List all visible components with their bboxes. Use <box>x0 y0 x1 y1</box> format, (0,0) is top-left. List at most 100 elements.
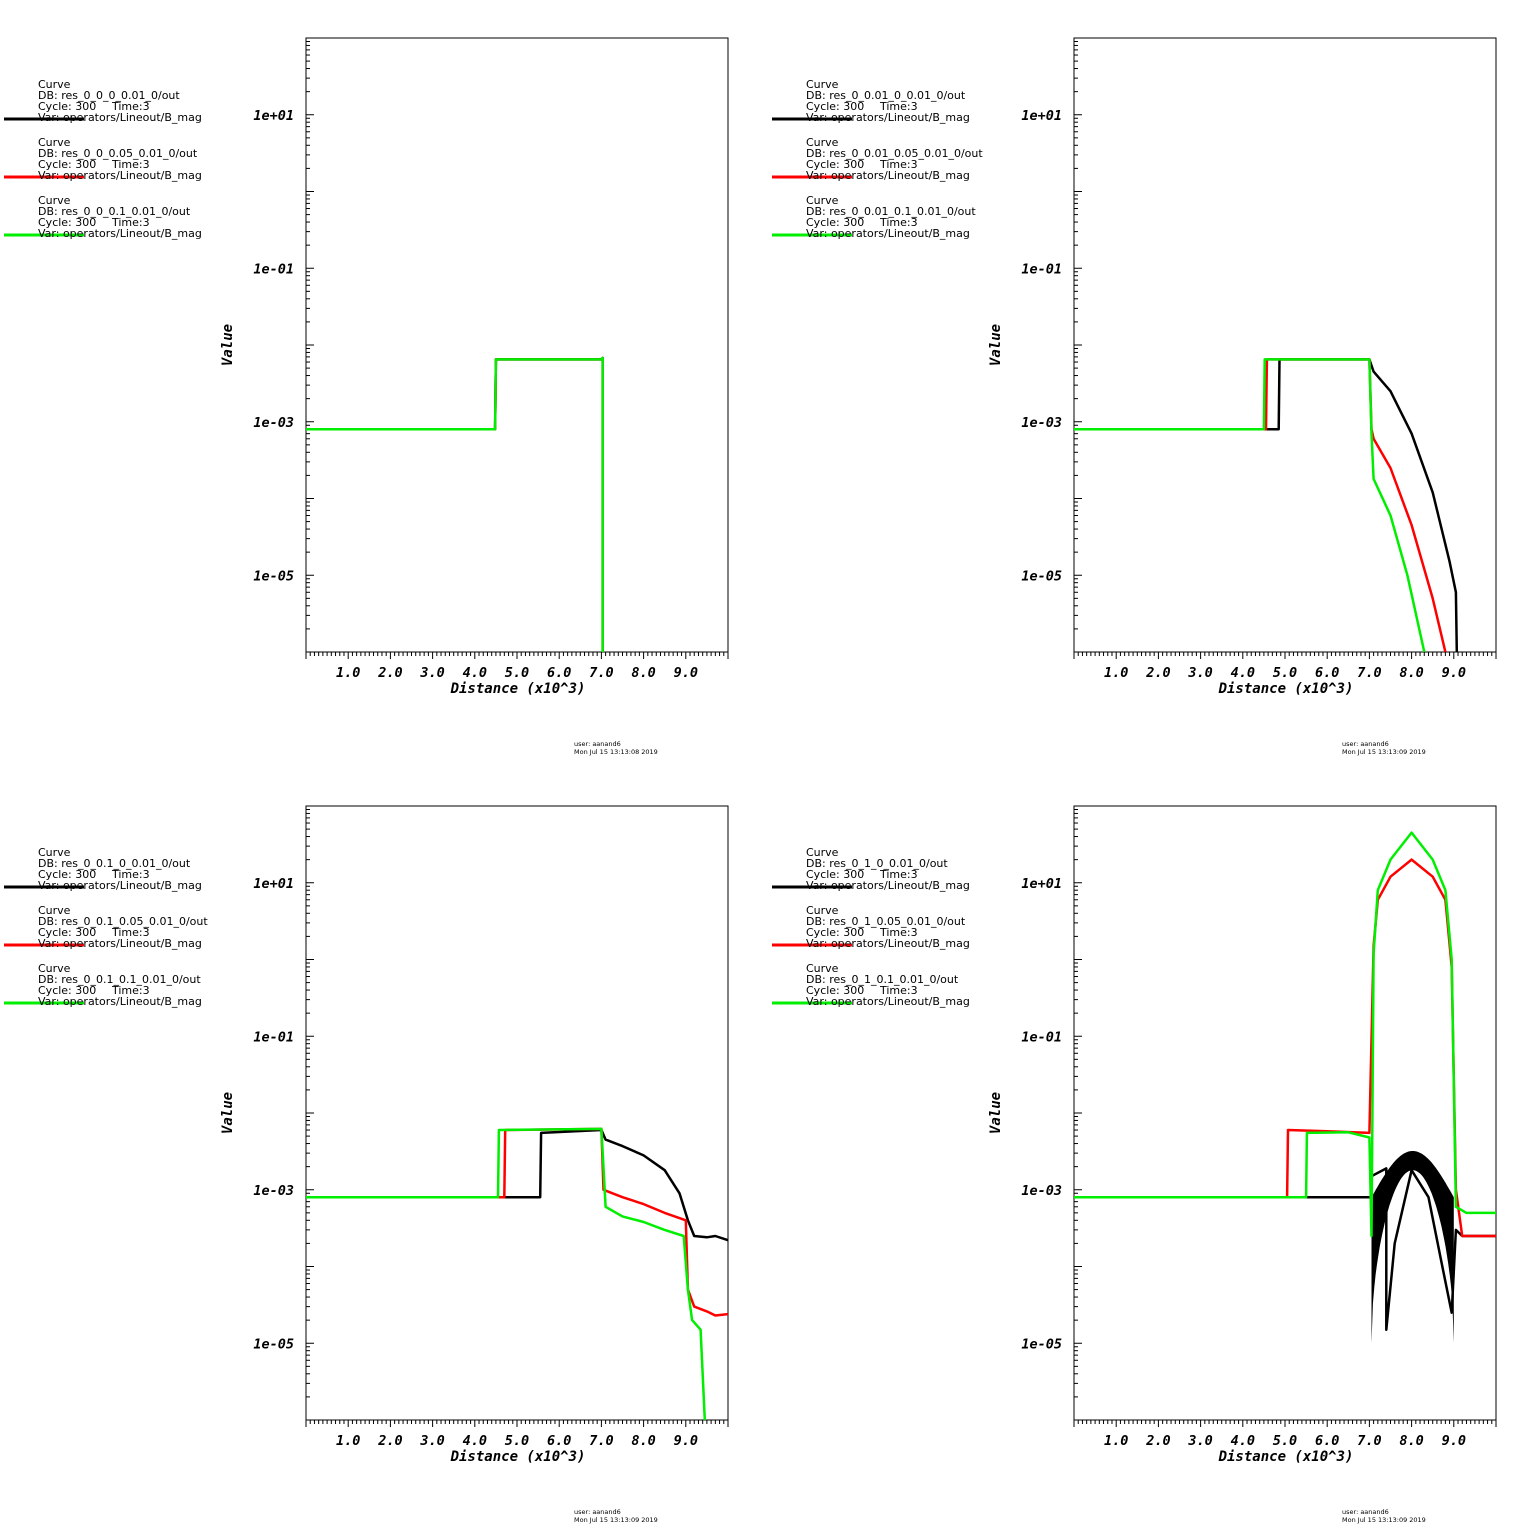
legend-cycle: Cycle: 300 <box>806 926 864 939</box>
x-tick-label: 5.0 <box>505 665 529 681</box>
legend-var: Var: operators/Lineout/B_mag <box>806 227 970 240</box>
legend-var: Var: operators/Lineout/B_mag <box>38 879 202 892</box>
legend-cycle: Cycle: 300 <box>806 100 864 113</box>
footer-user: user: aanand6 <box>574 1508 621 1516</box>
footer-user: user: aanand6 <box>1342 740 1389 748</box>
series-group <box>306 356 604 652</box>
plot-frame <box>1073 805 1497 1421</box>
legend-var: Var: operators/Lineout/B_mag <box>806 169 970 182</box>
legend-time: Time:3 <box>879 868 918 881</box>
legend-db: DB: res_0_0.01_0.05_0.01_0/out <box>806 147 983 160</box>
x-tick-label: 7.0 <box>1357 665 1381 681</box>
legend-title: Curve <box>38 846 71 859</box>
series-line <box>1074 358 1447 652</box>
x-tick-label: 2.0 <box>377 665 402 681</box>
series-line <box>306 356 604 652</box>
legend-var: Var: operators/Lineout/B_mag <box>38 937 202 950</box>
series-line <box>306 356 604 652</box>
legend-cycle: Cycle: 300 <box>38 984 96 997</box>
x-tick-label: 4.0 <box>1231 665 1255 681</box>
y-tick-label: 1e-03 <box>253 1183 294 1199</box>
series-group <box>306 1127 728 1420</box>
x-tick-label: 2.0 <box>1145 1433 1170 1449</box>
x-tick-label: 9.0 <box>1442 1433 1466 1449</box>
legend-cycle: Cycle: 300 <box>38 868 96 881</box>
x-tick-label: 1.0 <box>336 665 360 681</box>
x-tick-label: 6.0 <box>1315 1433 1339 1449</box>
legend-db: DB: res_0_0.01_0.1_0.01_0/out <box>806 205 976 218</box>
footer-date: Mon Jul 15 13:13:09 2019 <box>574 1516 658 1524</box>
x-axis-title: Distance (x10^3) <box>1218 681 1354 697</box>
legend-db: DB: res_0_1_0.05_0.01_0/out <box>806 915 966 928</box>
series-line <box>306 1127 707 1420</box>
series-group <box>1074 358 1459 652</box>
x-tick-label: 6.0 <box>547 1433 571 1449</box>
legend-cycle: Cycle: 300 <box>38 926 96 939</box>
y-axis-title: Value <box>988 1092 1004 1134</box>
y-tick-label: 1e+01 <box>253 108 294 124</box>
legend-time: Time:3 <box>879 926 918 939</box>
y-tick-label: 1e-03 <box>1021 1183 1062 1199</box>
y-tick-label: 1e-05 <box>253 568 294 584</box>
legend-cycle: Cycle: 300 <box>806 868 864 881</box>
x-axis-title: Distance (x10^3) <box>450 681 586 697</box>
footer-date: Mon Jul 15 13:13:09 2019 <box>1342 1516 1426 1524</box>
legend-db: DB: res_0_0.1_0.05_0.01_0/out <box>38 915 208 928</box>
x-tick-label: 4.0 <box>1231 1433 1255 1449</box>
x-tick-label: 5.0 <box>505 1433 529 1449</box>
footer-user: user: aanand6 <box>1342 1508 1389 1516</box>
plot-frame <box>1073 37 1497 653</box>
y-axis-title: Value <box>988 324 1004 366</box>
x-tick-label: 5.0 <box>1273 1433 1297 1449</box>
y-tick-label: 1e-03 <box>253 415 294 431</box>
legend-db: DB: res_0_0_0.05_0.01_0/out <box>38 147 198 160</box>
footer-date: Mon Jul 15 13:13:09 2019 <box>1342 748 1426 756</box>
legend-title: Curve <box>806 962 839 975</box>
y-tick-label: 1e-03 <box>1021 415 1062 431</box>
legend-title: Curve <box>806 846 839 859</box>
x-tick-label: 1.0 <box>1104 665 1128 681</box>
legend-var: Var: operators/Lineout/B_mag <box>38 227 202 240</box>
y-tick-label: 1e-05 <box>1021 568 1062 584</box>
x-tick-label: 7.0 <box>589 665 613 681</box>
y-axis-title: Value <box>220 324 236 366</box>
legend-db: DB: res_0_0.1_0.1_0.01_0/out <box>38 973 201 986</box>
legend-var: Var: operators/Lineout/B_mag <box>38 111 202 124</box>
legend-time: Time:3 <box>879 100 918 113</box>
legend-title: Curve <box>38 78 71 91</box>
y-tick-label: 1e-05 <box>253 1336 294 1352</box>
legend-title: Curve <box>806 194 839 207</box>
legend-title: Curve <box>38 904 71 917</box>
legend-db: DB: res_0_0_0_0.01_0/out <box>38 89 180 102</box>
y-tick-label: 1e+01 <box>1021 876 1062 892</box>
x-tick-label: 4.0 <box>463 665 487 681</box>
y-tick-label: 1e-01 <box>253 261 294 277</box>
x-tick-label: 7.0 <box>1357 1433 1381 1449</box>
x-tick-label: 4.0 <box>463 1433 487 1449</box>
legend-var: Var: operators/Lineout/B_mag <box>806 111 970 124</box>
x-tick-label: 3.0 <box>419 1433 444 1449</box>
legend-db: DB: res_0_0.1_0_0.01_0/out <box>38 857 191 870</box>
series-line <box>306 356 604 652</box>
series-line <box>1074 831 1496 1238</box>
x-tick-label: 6.0 <box>1315 665 1339 681</box>
legend-db: DB: res_0_0.01_0_0.01_0/out <box>806 89 966 102</box>
legend-cycle: Cycle: 300 <box>38 158 96 171</box>
x-axis-title: Distance (x10^3) <box>450 1449 586 1465</box>
legend-title: Curve <box>38 962 71 975</box>
x-tick-label: 1.0 <box>1104 1433 1128 1449</box>
x-tick-label: 9.0 <box>674 665 698 681</box>
legend-time: Time:3 <box>111 926 150 939</box>
x-tick-label: 6.0 <box>547 665 571 681</box>
x-tick-label: 8.0 <box>631 1433 655 1449</box>
legend-var: Var: operators/Lineout/B_mag <box>38 995 202 1008</box>
x-tick-label: 7.0 <box>589 1433 613 1449</box>
